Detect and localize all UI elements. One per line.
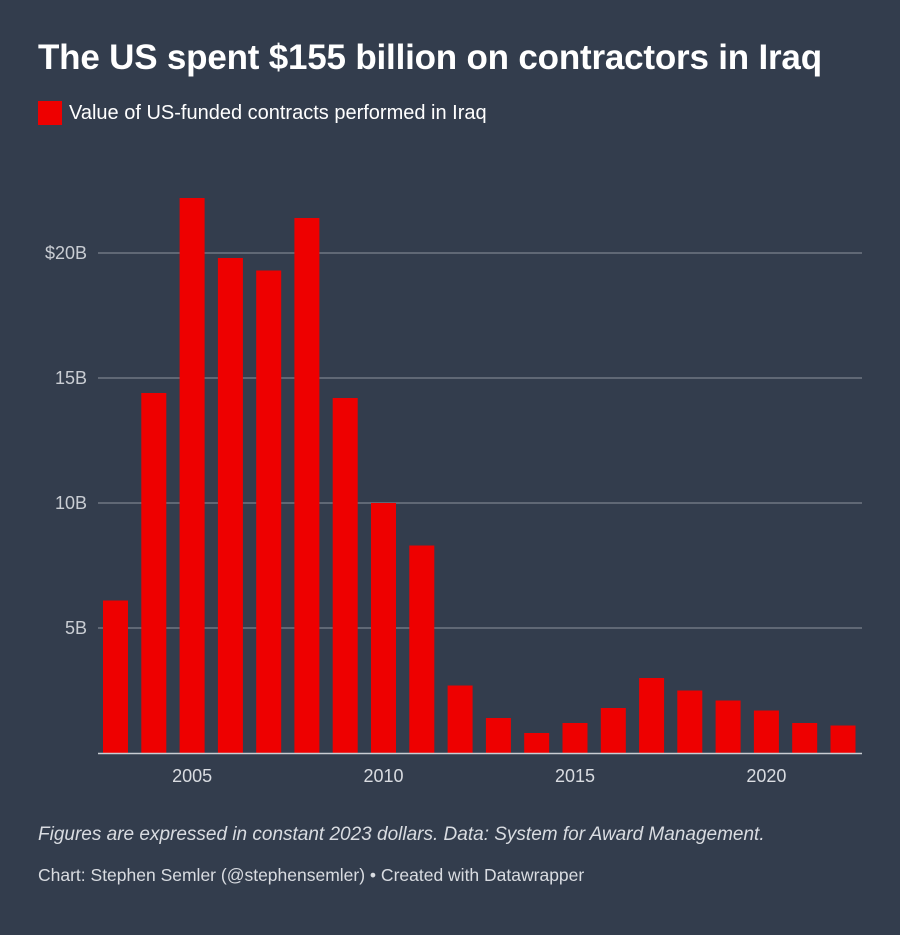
bar-2020 (753, 710, 779, 753)
x-tick-label: 2010 (363, 766, 403, 786)
bar-2022 (830, 725, 856, 753)
bar-2004 (141, 393, 167, 753)
bar-2009 (332, 398, 358, 753)
bar-2005 (179, 198, 205, 753)
bar-2008 (294, 218, 320, 753)
y-tick-label: 10B (55, 493, 87, 513)
bar-2003 (103, 600, 128, 753)
chart-credit: Chart: Stephen Semler (@stephensemler) •… (38, 865, 585, 885)
y-tick-label: $20B (45, 243, 87, 263)
legend-label: Value of US-funded contracts performed i… (69, 101, 487, 124)
bars (103, 198, 856, 753)
y-tick-label: 5B (65, 618, 87, 638)
chart-notes: Figures are expressed in constant 2023 d… (38, 824, 765, 845)
bar-2006 (217, 258, 243, 753)
x-tick-label: 2020 (746, 766, 786, 786)
x-tick-label: 2015 (555, 766, 595, 786)
bar-2017 (639, 678, 665, 753)
bar-2013 (485, 718, 511, 753)
bar-2007 (256, 270, 282, 753)
bar-2010 (371, 503, 396, 753)
x-tick-label: 2005 (172, 766, 212, 786)
bar-2014 (524, 733, 550, 753)
bar-2016 (600, 708, 626, 753)
gridlines (98, 252, 862, 629)
legend-swatch (38, 101, 62, 125)
axes: 5B 10B 15B $20B 2005 2010 2015 2020 (45, 243, 862, 786)
legend: Value of US-funded contracts performed i… (38, 101, 487, 125)
bar-2012 (447, 685, 473, 753)
bar-2011 (409, 545, 435, 753)
bar-2019 (715, 700, 741, 753)
bar-2021 (792, 723, 818, 753)
y-tick-label: 15B (55, 368, 87, 388)
bar-2018 (677, 690, 703, 753)
bar-2015 (562, 723, 588, 753)
chart-title: The US spent $155 billion on contractors… (38, 38, 822, 77)
